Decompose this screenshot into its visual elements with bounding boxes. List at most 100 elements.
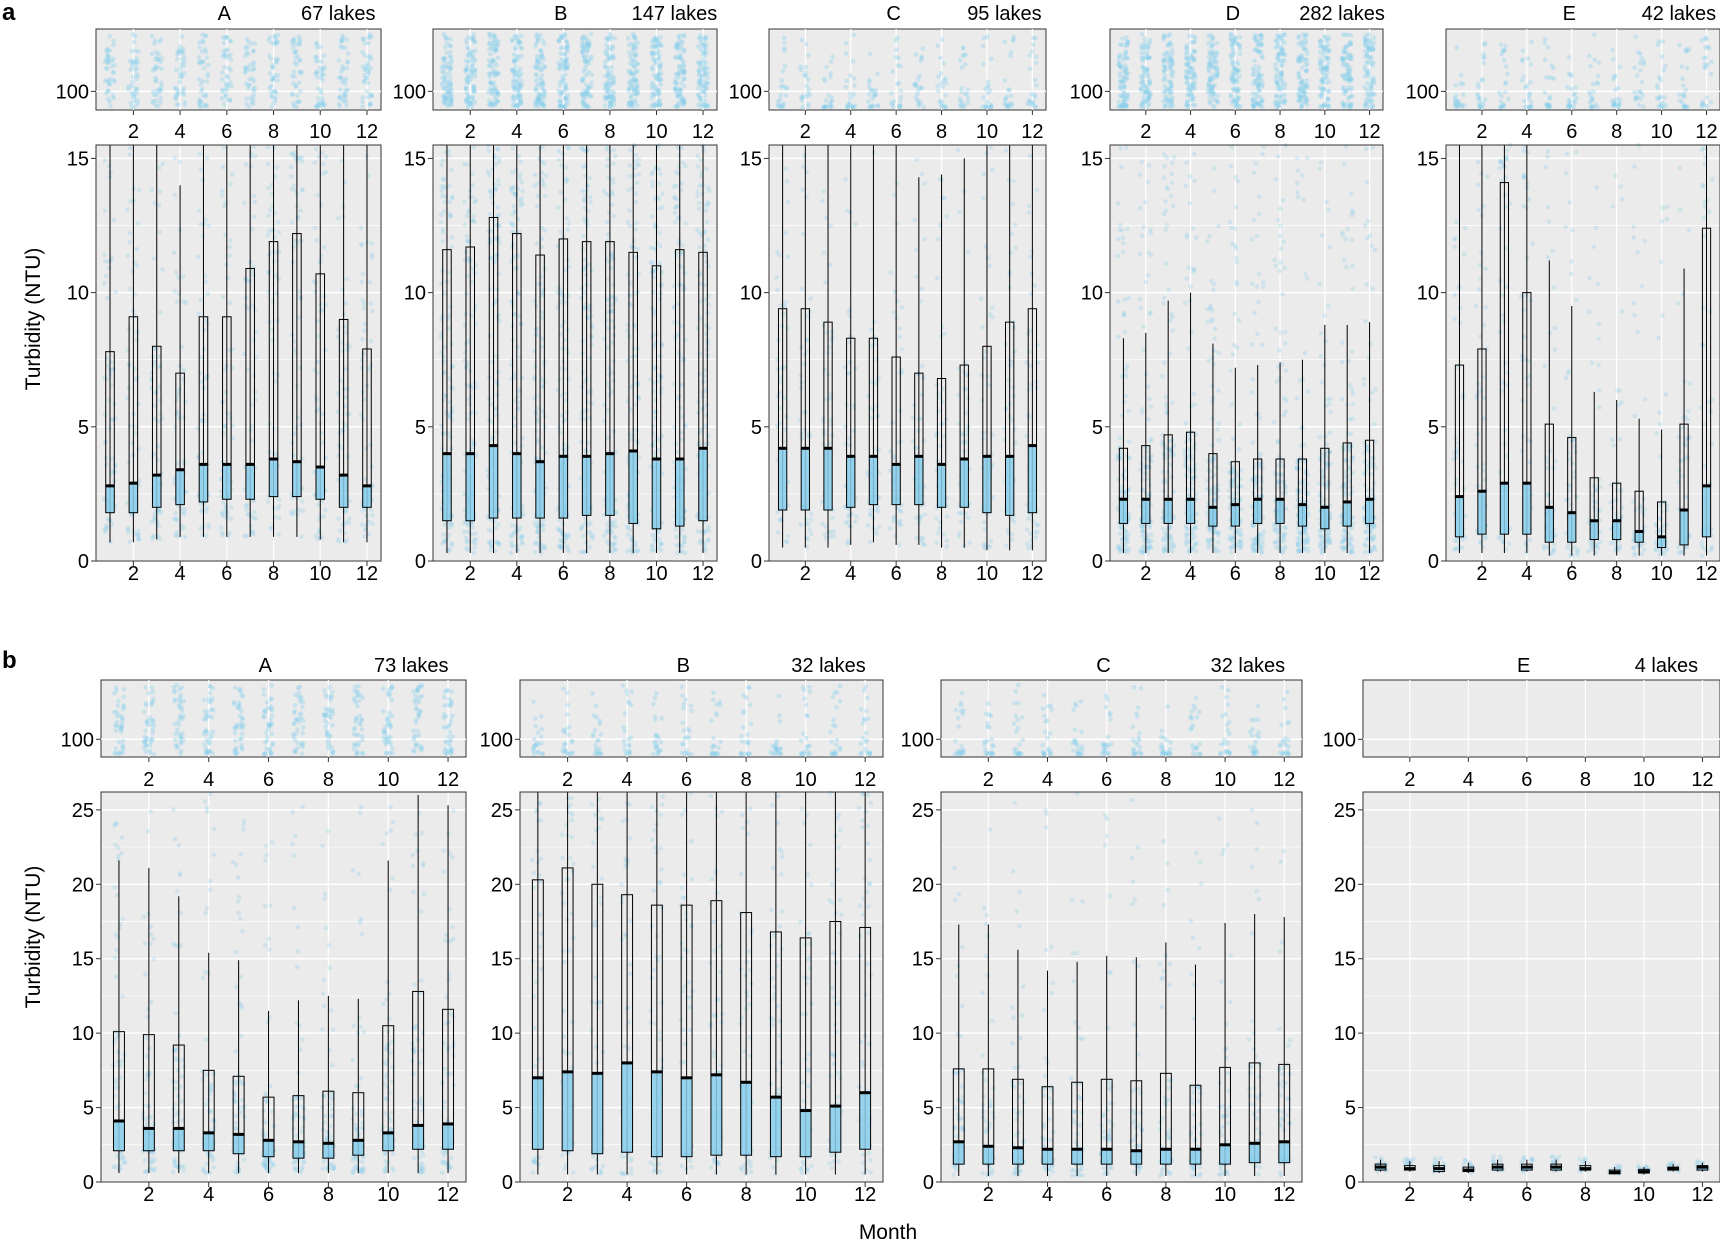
- data-point: [517, 172, 523, 177]
- count-label: 282 lakes: [1299, 3, 1385, 25]
- outlier-point: [159, 66, 164, 72]
- outlier-point: [1123, 66, 1129, 72]
- data-point: [936, 236, 941, 242]
- outlier-point: [198, 99, 204, 105]
- outlier-point: [533, 78, 538, 83]
- outlier-point: [889, 90, 894, 96]
- data-point: [291, 508, 297, 514]
- data-point: [799, 436, 805, 441]
- outlier-point: [157, 86, 162, 92]
- data-point: [1012, 519, 1017, 525]
- outlier-point: [490, 71, 496, 77]
- outlier-point: [179, 57, 185, 62]
- outlier-point: [655, 72, 661, 77]
- outlier-point: [294, 104, 299, 110]
- outlier-point: [486, 71, 492, 76]
- data-point: [698, 157, 704, 163]
- outlier-point: [200, 39, 206, 45]
- outlier-point: [129, 83, 135, 89]
- outlier-point: [781, 68, 786, 74]
- data-point: [125, 253, 131, 259]
- data-point: [109, 416, 115, 422]
- outlier-point: [250, 76, 255, 81]
- outlier-point: [156, 51, 162, 56]
- outlier-point: [1123, 104, 1129, 109]
- data-point: [673, 441, 679, 447]
- outlier-point: [367, 102, 372, 108]
- outlier-point: [158, 80, 164, 86]
- main-panel-background: [769, 145, 1046, 561]
- data-point: [944, 214, 949, 219]
- data-point: [587, 544, 593, 550]
- outlier-point: [290, 38, 295, 43]
- xtick-label: 8: [268, 563, 279, 585]
- data-point: [171, 250, 177, 256]
- data-point: [587, 194, 593, 200]
- data-point: [345, 411, 350, 417]
- data-point: [899, 367, 904, 372]
- outlier-point: [935, 88, 941, 94]
- outlier-point: [447, 43, 453, 48]
- data-point: [630, 534, 635, 539]
- data-point: [566, 145, 572, 151]
- data-point: [610, 522, 616, 527]
- xtick-label: 10: [309, 563, 331, 585]
- data-point: [649, 214, 655, 219]
- data-point: [111, 366, 117, 372]
- data-point: [806, 433, 811, 439]
- data-point: [557, 430, 563, 435]
- outlier-point: [440, 56, 446, 61]
- ytick-label: 0: [415, 551, 426, 573]
- data-point: [874, 531, 879, 537]
- outlier-point: [822, 78, 828, 84]
- data-point: [266, 213, 272, 218]
- data-point: [174, 397, 179, 403]
- data-point: [657, 261, 662, 266]
- outlier-point: [152, 56, 158, 62]
- outlier-point: [1120, 36, 1125, 41]
- outlier-point: [296, 99, 301, 105]
- outlier-point: [918, 100, 924, 105]
- data-point: [470, 218, 476, 223]
- outlier-point: [272, 33, 278, 38]
- data-point: [679, 437, 685, 442]
- box-lower: [558, 455, 569, 519]
- data-point: [608, 265, 614, 271]
- data-point: [202, 418, 207, 424]
- outlier-point: [1117, 85, 1122, 91]
- data-point: [604, 163, 610, 169]
- outlier-point: [870, 96, 875, 101]
- data-point: [449, 167, 454, 172]
- data-point: [956, 148, 961, 153]
- data-point: [705, 237, 711, 242]
- outlier-point: [294, 62, 300, 67]
- outlier-point: [655, 76, 660, 82]
- outlier-point: [199, 49, 205, 54]
- outlier-point: [1188, 98, 1194, 103]
- outlier-point: [830, 54, 835, 60]
- box-lower: [891, 463, 901, 506]
- outlier-point: [106, 54, 111, 60]
- outlier-point: [439, 82, 445, 88]
- data-point: [361, 351, 366, 356]
- data-point: [830, 515, 835, 521]
- data-point: [776, 252, 782, 258]
- outlier-point: [519, 78, 524, 84]
- data-point: [775, 367, 781, 372]
- data-point: [922, 236, 927, 242]
- outlier-point: [182, 59, 187, 65]
- outlier-point: [102, 59, 108, 65]
- outlier-point: [149, 51, 155, 57]
- outlier-point: [294, 99, 300, 105]
- data-point: [359, 365, 364, 371]
- box-lower: [1027, 445, 1038, 514]
- outlier-point: [628, 95, 634, 101]
- data-point: [581, 233, 586, 239]
- outlier-point: [828, 74, 833, 80]
- outlier-point: [153, 103, 159, 108]
- outlier-point: [314, 54, 319, 60]
- data-point: [108, 170, 113, 175]
- outlier-point: [580, 33, 586, 39]
- outlier-point: [107, 34, 112, 39]
- data-point: [135, 221, 141, 226]
